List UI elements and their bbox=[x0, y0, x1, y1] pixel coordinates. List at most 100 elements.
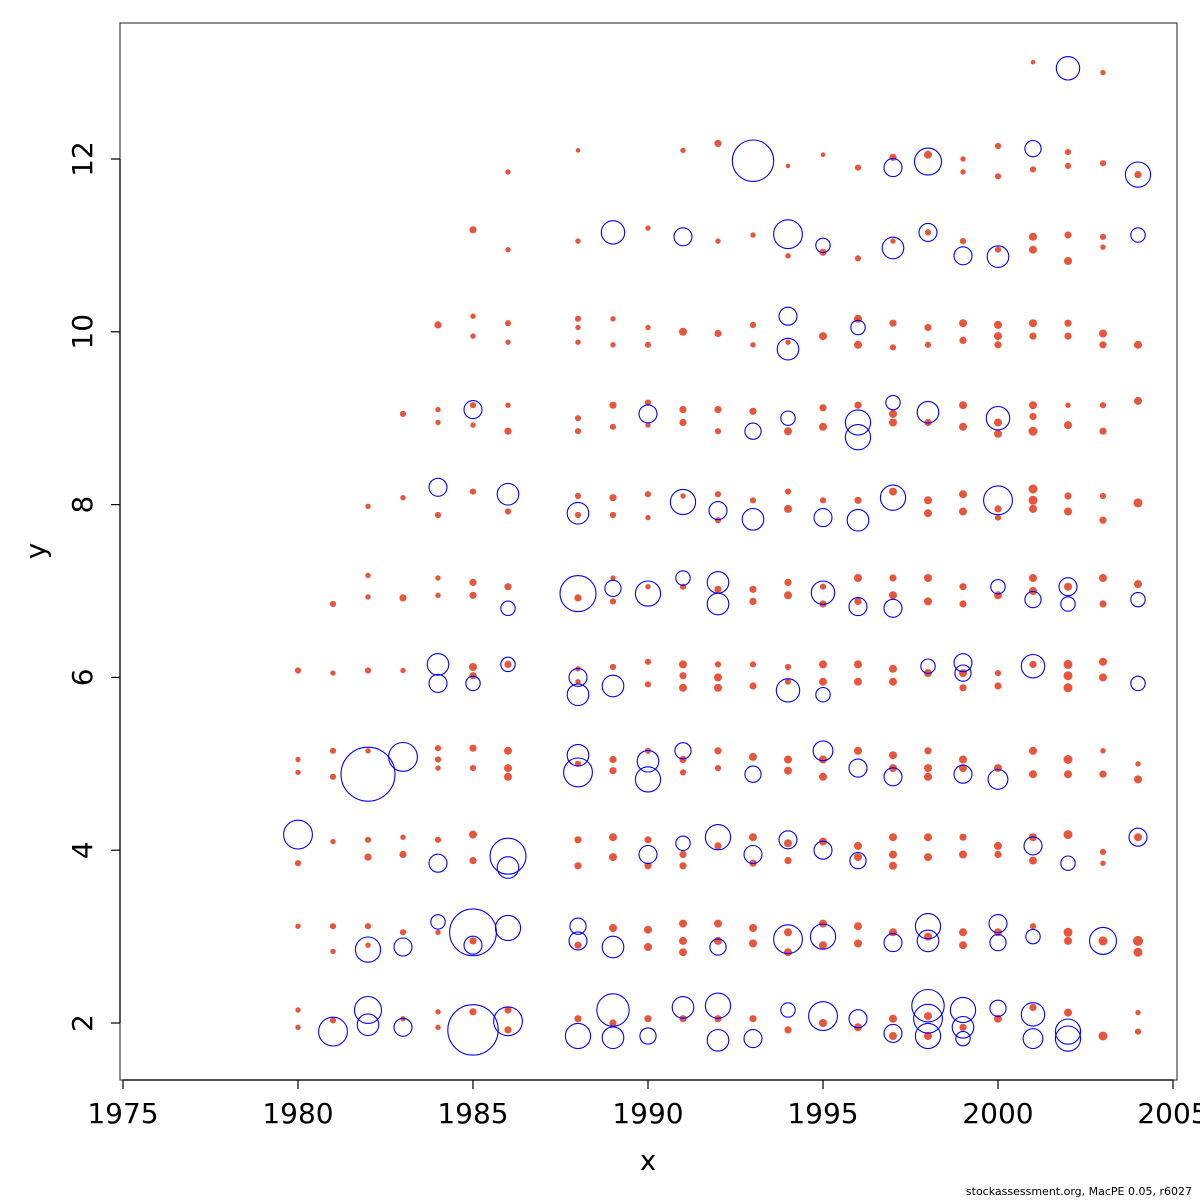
positive-residual-point bbox=[889, 833, 897, 842]
positive-residual-point bbox=[1064, 582, 1072, 591]
positive-residual-point bbox=[959, 755, 967, 764]
positive-residual-point bbox=[294, 667, 302, 674]
positive-residual-point bbox=[1065, 402, 1071, 408]
positive-residual-point bbox=[1133, 947, 1143, 957]
positive-residual-point bbox=[1100, 244, 1106, 250]
positive-residual-point bbox=[854, 660, 862, 669]
positive-residual-point bbox=[610, 316, 616, 322]
positive-residual-point bbox=[434, 756, 442, 763]
positive-residual-point bbox=[399, 594, 407, 602]
positive-residual-point bbox=[924, 772, 932, 781]
positive-residual-point bbox=[505, 402, 511, 408]
positive-residual-point bbox=[1134, 340, 1142, 349]
positive-residual-point bbox=[994, 142, 1002, 150]
positive-residual-point bbox=[1099, 574, 1107, 582]
positive-residual-point bbox=[435, 575, 441, 581]
positive-residual-point bbox=[609, 755, 617, 764]
positive-residual-point bbox=[1135, 1009, 1141, 1016]
positive-residual-point bbox=[994, 173, 1002, 180]
positive-residual-point bbox=[574, 492, 582, 500]
positive-residual-point bbox=[644, 925, 652, 934]
positive-residual-point bbox=[679, 862, 687, 870]
positive-residual-point bbox=[1029, 923, 1037, 930]
positive-residual-point bbox=[295, 1024, 301, 1031]
positive-residual-point bbox=[994, 320, 1002, 329]
positive-residual-point bbox=[329, 923, 337, 930]
positive-residual-point bbox=[644, 862, 652, 870]
positive-residual-point bbox=[819, 941, 827, 950]
positive-residual-point bbox=[854, 746, 862, 755]
negative-residual-point bbox=[918, 222, 938, 242]
positive-residual-point bbox=[994, 429, 1002, 438]
positive-residual-point bbox=[400, 495, 406, 501]
positive-residual-point bbox=[469, 226, 477, 234]
positive-residual-point bbox=[1029, 770, 1037, 779]
negative-residual-point bbox=[1130, 675, 1146, 692]
negative-residual-point bbox=[566, 683, 590, 707]
negative-residual-point bbox=[955, 1030, 971, 1047]
negative-residual-point bbox=[675, 835, 691, 852]
y-tick-label: 2 bbox=[66, 1014, 99, 1032]
positive-residual-point bbox=[784, 427, 792, 436]
negative-residual-point bbox=[636, 749, 660, 773]
positive-residual-point bbox=[819, 772, 827, 781]
positive-residual-point bbox=[714, 491, 722, 498]
positive-residual-point bbox=[889, 1014, 897, 1023]
positive-residual-point bbox=[1029, 660, 1037, 669]
negative-residual-point bbox=[813, 840, 833, 860]
negative-residual-point bbox=[489, 837, 527, 875]
negative-residual-point bbox=[1128, 827, 1148, 847]
negative-residual-point bbox=[911, 988, 945, 1023]
negative-residual-point bbox=[1024, 139, 1042, 158]
positive-residual-point bbox=[1100, 748, 1106, 754]
negative-residual-point bbox=[500, 600, 516, 617]
positive-residual-point bbox=[469, 488, 477, 495]
negative-residual-point bbox=[846, 508, 870, 532]
positive-residual-point bbox=[609, 598, 617, 605]
positive-residual-point bbox=[714, 919, 722, 928]
negative-residual-point bbox=[596, 993, 630, 1027]
negative-residual-point bbox=[318, 1016, 348, 1047]
positive-residual-point bbox=[504, 583, 512, 591]
positive-residual-point bbox=[749, 939, 757, 948]
positive-residual-point bbox=[1064, 319, 1072, 327]
negative-residual-point bbox=[674, 742, 692, 760]
positive-residual-point bbox=[819, 677, 827, 686]
positive-residual-point bbox=[749, 407, 757, 415]
positive-residual-point bbox=[504, 320, 512, 327]
positive-residual-point bbox=[784, 857, 792, 865]
negative-residual-point bbox=[388, 741, 418, 772]
positive-residual-point bbox=[645, 584, 651, 590]
negative-residual-point bbox=[1130, 591, 1146, 608]
negative-residual-point bbox=[601, 1026, 625, 1050]
positive-residual-point bbox=[680, 147, 686, 154]
positive-residual-point bbox=[854, 574, 862, 582]
positive-residual-point bbox=[1030, 59, 1036, 65]
positive-residual-point bbox=[959, 684, 967, 692]
positive-residual-point bbox=[610, 575, 616, 581]
positive-residual-point bbox=[785, 253, 791, 259]
positive-residual-point bbox=[854, 922, 862, 931]
positive-residual-point bbox=[609, 401, 617, 409]
positive-residual-point bbox=[959, 833, 967, 841]
positive-residual-point bbox=[749, 682, 757, 690]
positive-residual-point bbox=[644, 681, 652, 688]
positive-residual-point bbox=[575, 679, 581, 685]
negative-residual-point bbox=[393, 1017, 413, 1037]
positive-residual-point bbox=[1029, 245, 1037, 254]
negative-residual-point bbox=[990, 578, 1006, 595]
positive-residual-point bbox=[714, 329, 722, 338]
positive-residual-point bbox=[400, 667, 406, 674]
positive-residual-point bbox=[609, 494, 617, 502]
positive-residual-point bbox=[435, 929, 441, 935]
negative-residual-point bbox=[916, 929, 940, 953]
negative-residual-point bbox=[496, 482, 520, 506]
positive-residual-point bbox=[644, 341, 652, 348]
positive-residual-point bbox=[679, 755, 687, 764]
positive-residual-point bbox=[994, 418, 1002, 427]
positive-residual-point bbox=[1099, 160, 1107, 167]
positive-residual-point bbox=[469, 663, 477, 671]
negative-residual-point bbox=[954, 664, 972, 682]
positive-residual-point bbox=[295, 923, 301, 929]
